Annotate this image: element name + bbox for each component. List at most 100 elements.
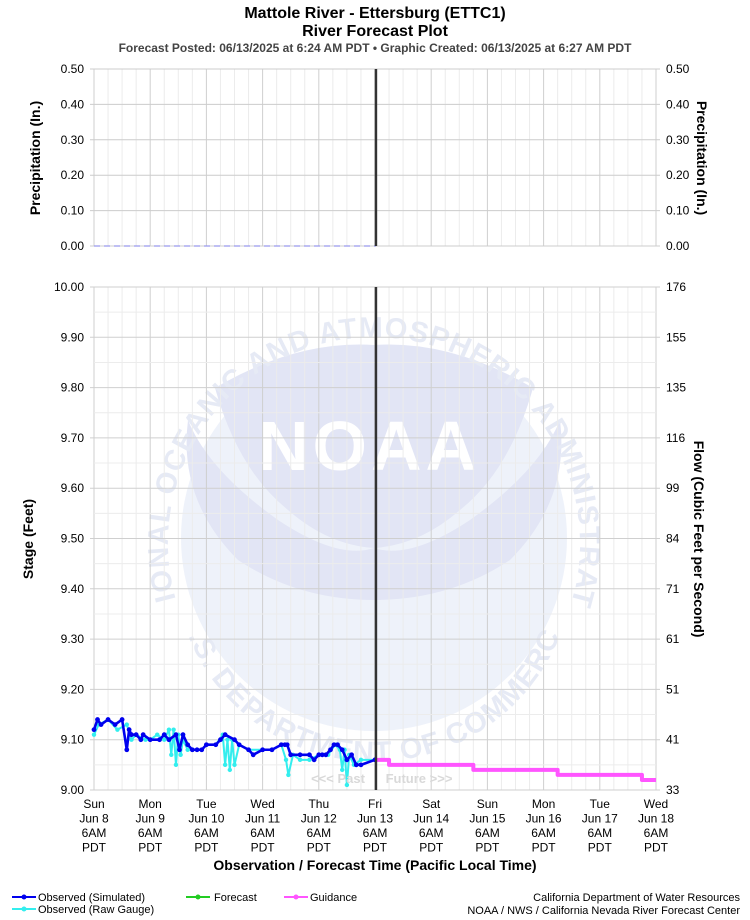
x-tick-label: Mon Jun 16 6AM PDT (526, 797, 562, 855)
legend-forecast: Forecast (186, 892, 257, 904)
flow-tick: 155 (666, 330, 686, 344)
precip-tick-left: 0.50 (61, 62, 85, 76)
stage-tick: 9.20 (61, 682, 85, 696)
legend-observed-raw: Observed (Raw Gauge) (12, 904, 154, 916)
series-point-observed-raw-gauge (222, 762, 228, 768)
series-point-observed-simulated (218, 737, 223, 743)
series-point-observed-simulated (328, 747, 333, 753)
precip-left-axis-label: Precipitation (In.) (27, 101, 43, 215)
series-point-observed-simulated (177, 747, 182, 753)
series-point-observed-simulated (222, 732, 228, 738)
forecast-timestamps: Forecast Posted: 06/13/2025 at 6:24 AM P… (119, 41, 633, 55)
series-point-observed-simulated (95, 717, 100, 722)
series-point-observed-simulated (236, 742, 242, 748)
legend-observed-simulated: Observed (Simulated) (12, 892, 145, 904)
noaa-watermark: NATIONAL OCEANIC AND ATMOSPHERIC ADMINIS… (0, 0, 604, 769)
series-point-observed-simulated (185, 742, 191, 748)
series-point-observed-raw-gauge (340, 767, 345, 773)
series-point-observed-simulated (147, 737, 153, 743)
precip-tick-left: 0.30 (61, 133, 85, 147)
series-point-observed-simulated (307, 752, 312, 758)
series-point-observed-simulated (353, 762, 359, 768)
stage-tick: 9.70 (61, 431, 85, 445)
precip-tick-right: 0.30 (666, 133, 690, 147)
series-point-observed-simulated (213, 742, 219, 748)
series-point-observed-raw-gauge (286, 772, 291, 778)
series-point-observed-raw-gauge (129, 737, 134, 742)
precip-tick-left: 0.40 (61, 97, 85, 111)
stage-tick: 9.50 (61, 532, 85, 546)
series-point-observed-raw-gauge (124, 722, 129, 727)
series-point-observed-simulated (316, 752, 322, 758)
series-point-observed-simulated (269, 747, 275, 753)
legend-forecast-label: Forecast (214, 892, 257, 904)
series-point-observed-raw-gauge (227, 767, 233, 773)
x-axis-tick-labels: Sun Jun 8 6AM PDT Mon Jun 9 6AM PDT Tue Jun 10 6AM… (79, 797, 674, 855)
x-tick-label: Sat Jun 14 6AM PDT (413, 797, 449, 855)
stage-axes: 9.00 33 9.10 41 9.20 51 9.30 61 9.40 71 9.50 84 9.60… (54, 280, 686, 797)
flow-tick: 33 (666, 783, 680, 797)
series-point-observed-raw-gauge (173, 762, 179, 768)
stage-tick: 9.40 (61, 582, 85, 596)
x-tick-label: Sun Jun 8 6AM PDT (79, 797, 109, 855)
flow-axis-label: Flow (Cubic Feet per Second) (691, 441, 707, 638)
flow-tick: 61 (666, 632, 680, 646)
series-point-observed-simulated (98, 722, 104, 728)
series-point-observed-raw-gauge (178, 752, 183, 757)
series-point-observed-raw-gauge (166, 727, 172, 732)
series-point-observed-raw-gauge (307, 757, 312, 763)
series-point-observed-simulated (166, 737, 172, 743)
series-point-observed-simulated (124, 747, 130, 753)
precip-tick-right: 0.50 (666, 62, 690, 76)
chart-title: Mattole River - Ettersburg (ETTC1) (244, 5, 505, 22)
series-point-observed-raw-gauge (297, 757, 303, 763)
flow-tick: 99 (666, 481, 680, 495)
precip-tick-left: 0.20 (61, 168, 85, 182)
series-point-observed-simulated (250, 752, 256, 758)
x-tick-label: Sun Jun 15 6AM PDT (469, 797, 505, 855)
series-point-observed-raw-gauge (344, 782, 350, 788)
series-point-observed-simulated (323, 752, 329, 758)
x-tick-label: Mon Jun 9 6AM PDT (136, 797, 166, 855)
watermark-logo-text: NOAA (258, 407, 480, 485)
x-tick-label: Wed Jun 11 6AM PDT (245, 797, 280, 855)
precip-tick-right: 0.20 (666, 168, 690, 182)
series-point-observed-simulated (105, 717, 111, 722)
series-point-observed-simulated (339, 747, 345, 753)
legend-guidance-label: Guidance (310, 892, 357, 904)
series-point-observed-simulated (126, 727, 132, 733)
series-point-observed-simulated (189, 747, 195, 753)
x-tick-label: Fri Jun 13 6AM PDT (357, 797, 393, 855)
flow-tick: 116 (666, 431, 685, 445)
series-point-observed-simulated (349, 752, 354, 758)
flow-tick: 71 (666, 582, 680, 596)
series-point-observed-simulated (194, 747, 200, 753)
precip-tick-right: 0.40 (666, 97, 690, 111)
series-point-observed-simulated (260, 747, 265, 753)
legend-observed-raw-label: Observed (Raw Gauge) (38, 904, 154, 916)
stage-tick: 9.90 (61, 330, 85, 344)
credit-dwr: California Department of Water Resources (533, 892, 740, 904)
series-point-observed-simulated (319, 752, 325, 758)
precip-tick-right: 0.00 (666, 239, 690, 253)
series-point-observed-raw-gauge (155, 732, 160, 737)
chart-subtitle-title: River Forecast Plot (302, 23, 449, 40)
x-tick-label: Thu Jun 12 6AM PDT (301, 797, 337, 855)
stage-tick: 9.30 (61, 632, 85, 646)
watermark-gull (186, 344, 562, 600)
x-tick-label: Tue Jun 10 6AM PDT (188, 797, 224, 855)
series-point-observed-simulated (297, 752, 303, 758)
flow-tick: 84 (666, 532, 680, 546)
series-point-observed-simulated (358, 762, 364, 768)
series-point-observed-simulated (138, 737, 144, 743)
series-layer (91, 245, 656, 788)
series-point-observed-simulated (232, 737, 237, 743)
series-point-observed-simulated (91, 727, 97, 733)
precip-axes: 0.00 0.00 0.10 0.10 0.20 0.20 0.30 0.30 0.40 0.40… (61, 62, 690, 253)
series-point-observed-simulated (112, 722, 118, 728)
stage-tick: 9.80 (61, 381, 85, 395)
series-point-observed-raw-gauge (225, 737, 230, 742)
series-line-guidance (375, 757, 656, 782)
series-point-observed-raw-gauge (358, 757, 364, 763)
flow-tick: 41 (666, 733, 680, 747)
